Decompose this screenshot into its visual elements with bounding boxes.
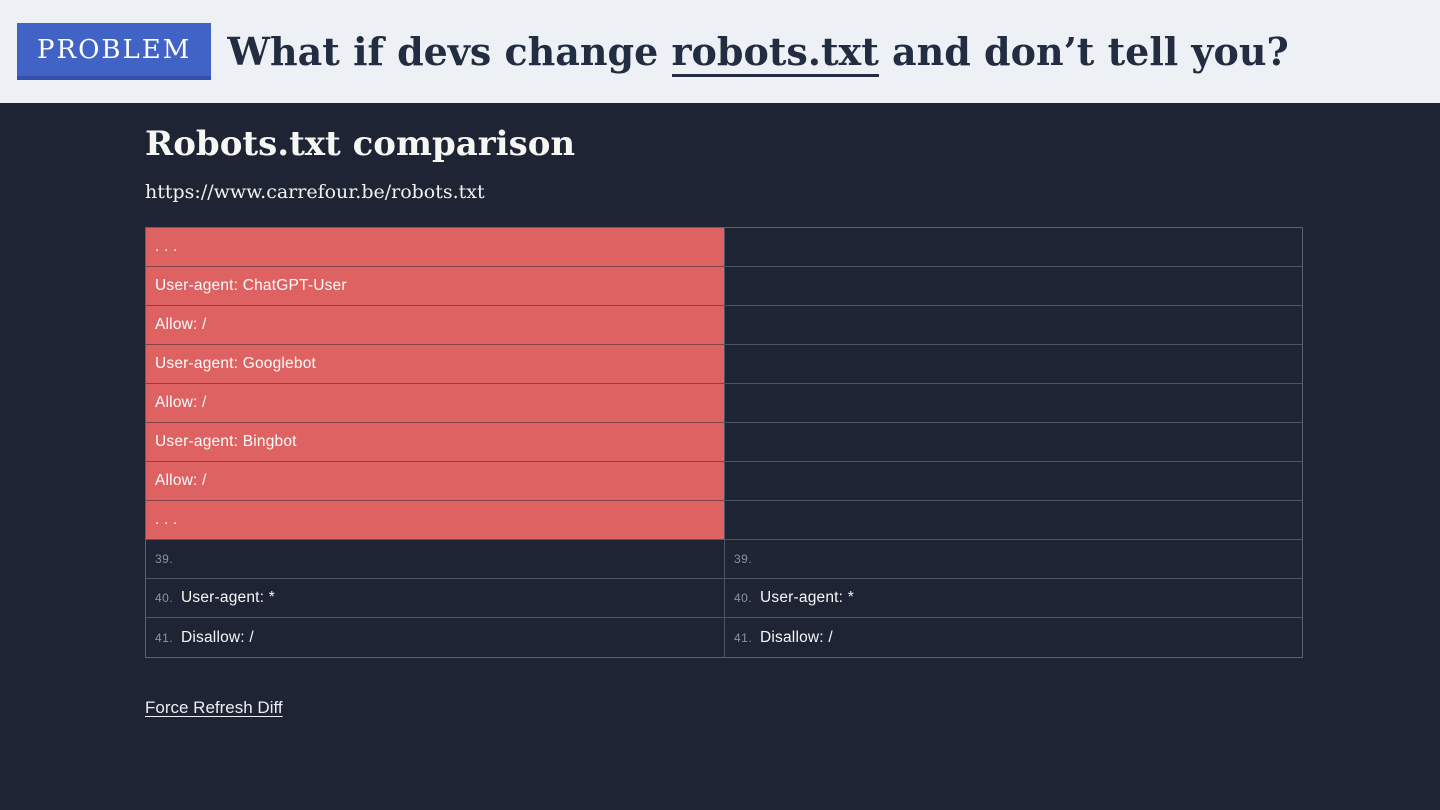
diff-cell	[724, 462, 1302, 501]
diff-table-row: User-agent: Bingbot	[146, 423, 1302, 462]
diff-line-text: Allow: /	[155, 316, 207, 333]
diff-cell	[724, 501, 1302, 540]
page-title: Robots.txt comparison	[145, 124, 576, 164]
diff-cell: 41. Disallow: /	[146, 618, 724, 657]
diff-cell-removed: Allow: /	[146, 462, 724, 501]
line-number: 41.	[155, 630, 174, 645]
comparison-content: Robots.txt comparison https://www.carref…	[145, 124, 1303, 718]
diff-cell-removed: Allow: /	[146, 384, 724, 423]
diff-line-text: Disallow: /	[760, 628, 833, 646]
diff-line-text: . . .	[155, 511, 178, 528]
diff-line-text: Allow: /	[155, 472, 207, 489]
diff-cell	[724, 267, 1302, 306]
diff-cell: 40. User-agent: *	[146, 579, 724, 618]
slide-header: PROBLEM What if devs change robots.txt a…	[0, 0, 1440, 103]
diff-cell-removed: User-agent: Googlebot	[146, 345, 724, 384]
diff-table-row: . . .	[146, 501, 1302, 540]
app-screenshot-area: Robots.txt comparison https://www.carref…	[0, 103, 1440, 810]
diff-table-row: Allow: /	[146, 462, 1302, 501]
diff-line-text: User-agent: ChatGPT-User	[155, 277, 347, 294]
line-number: 40.	[734, 591, 753, 605]
diff-table: . . . User-agent: ChatGPT-User Allow: / Use…	[145, 227, 1303, 658]
line-number: 39.	[734, 552, 753, 566]
diff-cell	[724, 345, 1302, 384]
diff-table-row: 39. 39.	[146, 540, 1302, 579]
diff-cell-removed: . . .	[146, 228, 724, 267]
diff-cell	[724, 306, 1302, 345]
line-number: 41.	[734, 630, 753, 645]
diff-line-text: Disallow: /	[181, 628, 254, 646]
robots-txt-url: https://www.carrefour.be/robots.txt	[145, 181, 485, 203]
diff-table-row: . . .	[146, 228, 1302, 267]
diff-table-row: User-agent: ChatGPT-User	[146, 267, 1302, 306]
diff-cell: 39.	[146, 540, 724, 579]
diff-line-text: Allow: /	[155, 394, 207, 411]
diff-cell-removed: . . .	[146, 501, 724, 540]
diff-cell	[724, 423, 1302, 462]
diff-cell: 40. User-agent: *	[724, 579, 1302, 618]
diff-cell-removed: Allow: /	[146, 306, 724, 345]
diff-table-row: Allow: /	[146, 384, 1302, 423]
diff-line-text: User-agent: Googlebot	[155, 355, 317, 372]
diff-cell	[724, 384, 1302, 423]
slide-title: What if devs change robots.txt and don’t…	[227, 29, 1289, 77]
problem-badge-label: PROBLEM	[37, 34, 192, 65]
diff-cell: 39.	[724, 540, 1302, 579]
diff-table-row: 40. User-agent: * 40. User-agent: *	[146, 579, 1302, 618]
diff-cell-removed: User-agent: Bingbot	[146, 423, 724, 462]
diff-table-row: Allow: /	[146, 306, 1302, 345]
diff-cell: 41. Disallow: /	[724, 618, 1302, 657]
diff-line-text: . . .	[155, 238, 178, 255]
problem-badge: PROBLEM	[17, 23, 212, 80]
slide-title-text-after: and don’t tell you?	[878, 29, 1289, 74]
slide-title-text-before: What if devs change	[227, 29, 672, 74]
diff-cell	[724, 228, 1302, 267]
diff-line-text: User-agent: *	[760, 589, 854, 606]
force-refresh-diff-link[interactable]: Force Refresh Diff	[145, 698, 283, 717]
line-number: 39.	[155, 552, 174, 566]
diff-table-row: 41. Disallow: / 41. Disallow: /	[146, 618, 1302, 657]
diff-cell-removed: User-agent: ChatGPT-User	[146, 267, 724, 306]
line-number: 40.	[155, 591, 174, 605]
diff-line-text: User-agent: Bingbot	[155, 433, 297, 450]
diff-line-text: User-agent: *	[181, 589, 275, 606]
diff-table-row: User-agent: Googlebot	[146, 345, 1302, 384]
slide-title-robots-txt: robots.txt	[671, 29, 879, 77]
